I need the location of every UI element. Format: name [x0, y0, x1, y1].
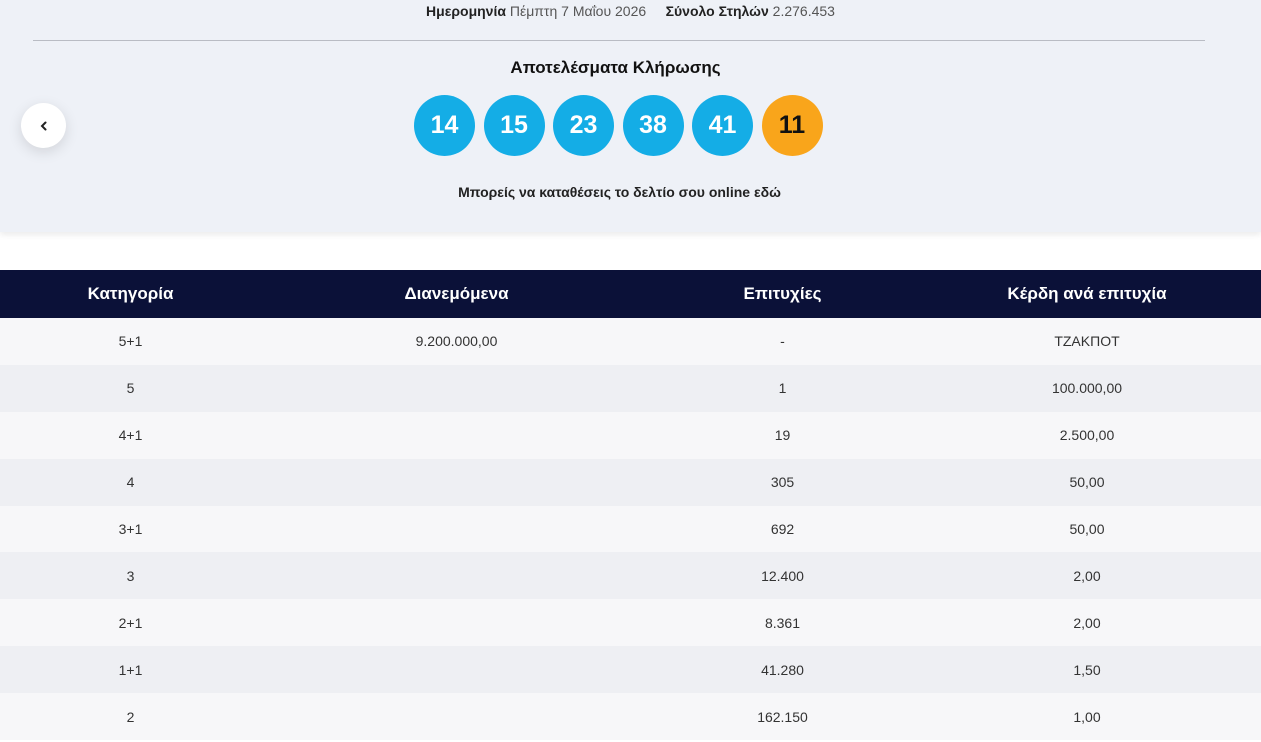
- table-row: 5 1 100.000,00: [0, 364, 1261, 412]
- table-cell: 41.280: [761, 661, 804, 678]
- table-row: 2+1 8.361 2,00: [0, 599, 1261, 647]
- table-body: 5+1 9.200.000,00 - ΤΖΑΚΠΟΤ 5 1 100.000,00 4+1 19…: [0, 318, 1261, 741]
- table-cell: 3: [126, 567, 135, 584]
- table-cell: 2,00: [1073, 614, 1101, 631]
- table-header: Κατηγορία Διανεμόμενα Επιτυχίες Κέρδη ανά ε…: [0, 270, 1261, 318]
- table-cell: 4+1: [118, 427, 143, 444]
- table-cell: 2.500,00: [1059, 427, 1115, 444]
- ball: 23: [553, 95, 614, 156]
- table-cell: ΤΖΑΚΠΟΤ: [1054, 333, 1120, 350]
- table-cell: 19: [774, 427, 791, 444]
- table-cell: 1,00: [1073, 708, 1101, 725]
- prize-table: Κατηγορία Διανεμόμενα Επιτυχίες Κέρδη ανά ε…: [0, 270, 1261, 741]
- table-cell: 3+1: [118, 521, 143, 537]
- ball: 41: [692, 95, 753, 156]
- empty-cell: [261, 459, 652, 506]
- divider: [33, 40, 1205, 41]
- empty-cell: [261, 506, 652, 553]
- draw-meta: Ημερομηνία Πέμπτη 7 Μαΐου 2026 Σύνολο Στ…: [0, 3, 1261, 19]
- table-row: 3 12.400 2,00: [0, 552, 1261, 600]
- empty-cell: [261, 646, 652, 693]
- results-panel: Ημερομηνία Πέμπτη 7 Μαΐου 2026 Σύνολο Στ…: [0, 0, 1261, 232]
- table-cell: 12.400: [761, 567, 804, 584]
- table-row: 4+1 19 2.500,00: [0, 411, 1261, 459]
- table-cell: 2+1: [118, 614, 143, 631]
- date: Πέμπτη 7 Μαΐου 2026: [509, 3, 647, 19]
- table-cell: 305: [770, 474, 795, 491]
- table-row: 2 162.150 1,00: [0, 693, 1261, 741]
- table-row: 5+1 9.200.000,00 - ΤΖΑΚΠΟΤ: [0, 318, 1261, 365]
- header-cell: Κατηγορία: [87, 284, 174, 303]
- table-cell: -: [780, 333, 785, 350]
- empty-cell: [261, 693, 652, 740]
- chevron-icon: [40, 121, 46, 130]
- table-cell: 2,00: [1073, 567, 1101, 584]
- ball: 15: [483, 95, 545, 156]
- table-cell: 1+1: [118, 661, 143, 678]
- total: 2.276.453: [772, 3, 835, 19]
- online-link[interactable]: Μπορείς να καταθέσεις το δελτίο σου onli…: [458, 184, 781, 200]
- table-row: 3+1 692 50,00: [0, 505, 1261, 553]
- table-cell: 5+1: [118, 333, 143, 350]
- table-cell: 9.200.000,00: [415, 333, 498, 350]
- table-cell: 2: [126, 708, 135, 725]
- empty-cell: [261, 412, 652, 459]
- table-row: 1+1 41.280 1,50: [0, 646, 1261, 694]
- date-label: Ημερομηνία: [426, 3, 506, 19]
- ball: 38: [622, 95, 684, 156]
- table-row: 4 305 50,00: [0, 458, 1261, 506]
- empty-cell: [261, 599, 652, 646]
- balls: 14 15 23 38 41 11: [414, 95, 823, 156]
- ball: 14: [414, 95, 475, 156]
- table-cell: 1: [778, 380, 787, 397]
- header-cell: Διανεμόμενα: [404, 284, 509, 303]
- results-title: Αποτελέσματα Κλήρωσης: [510, 58, 721, 77]
- empty-cell: [261, 552, 652, 599]
- table-cell: 100.000,00: [1051, 380, 1123, 397]
- total-label: Σύνολο Στηλών: [665, 3, 769, 19]
- header-cell: Κέρδη ανά επιτυχία: [1007, 284, 1167, 303]
- empty-cell: [261, 365, 652, 412]
- header-cell: Επιτυχίες: [743, 284, 822, 303]
- table-cell: 50,00: [1069, 474, 1105, 491]
- table-cell: 50,00: [1069, 521, 1105, 537]
- back-button[interactable]: [21, 103, 66, 148]
- table-cell: 5: [126, 380, 135, 397]
- table-cell: 162.150: [757, 708, 808, 725]
- table-cell: 692: [770, 521, 795, 537]
- table-cell: 1,50: [1073, 661, 1101, 678]
- bonus-ball: 11: [761, 95, 823, 156]
- table-cell: 8.361: [764, 614, 801, 631]
- table-cell: 4: [126, 474, 135, 491]
